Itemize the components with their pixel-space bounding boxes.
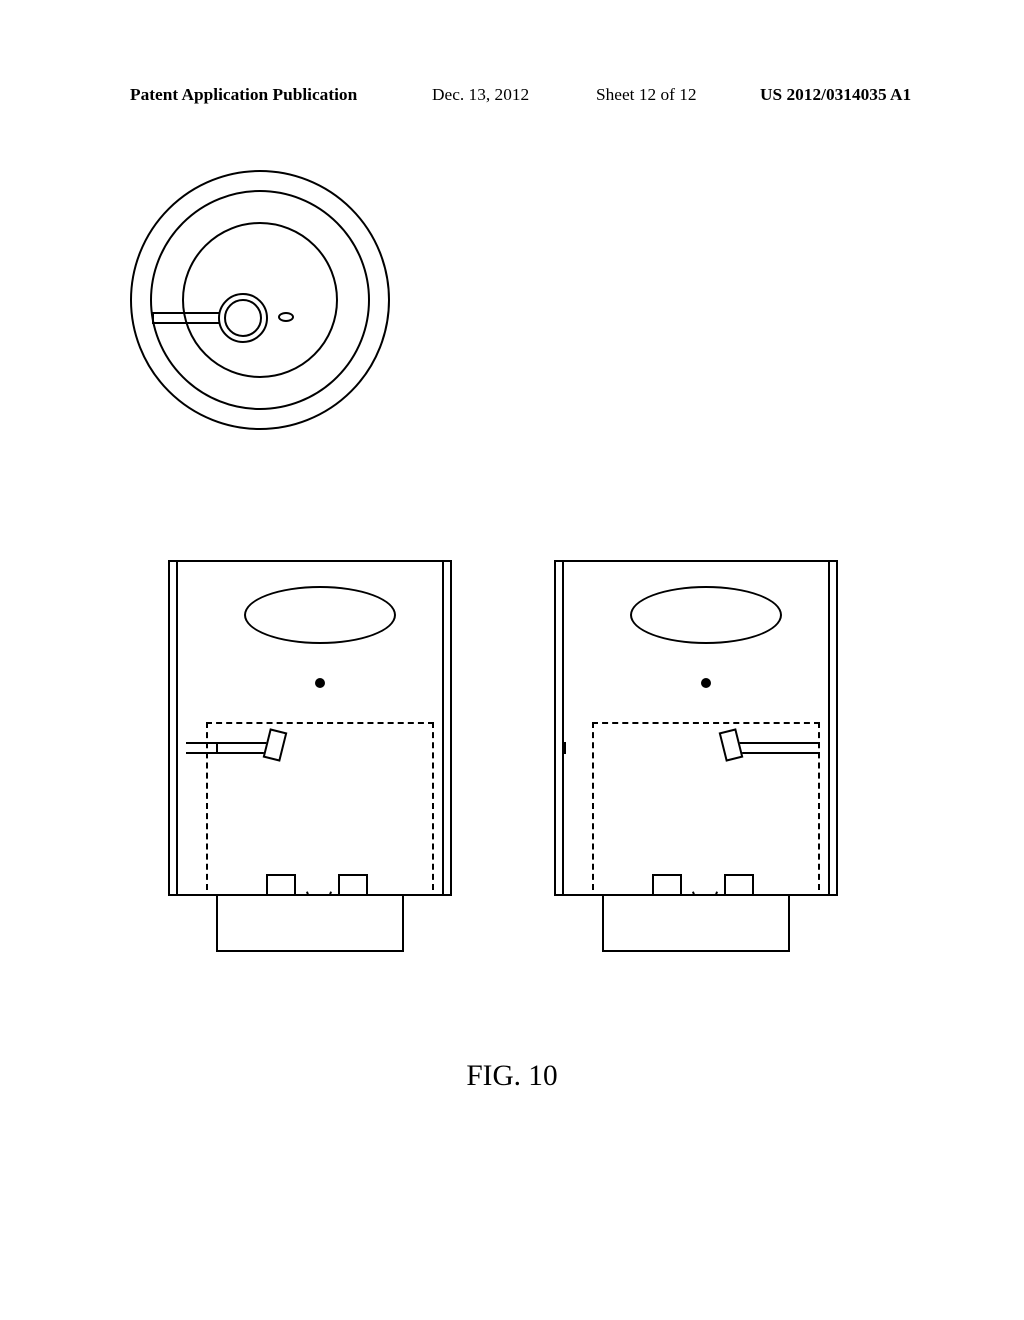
header-publication-type: Patent Application Publication	[130, 85, 357, 105]
lever-bar	[186, 742, 270, 744]
connector-block	[724, 874, 754, 896]
device-base	[216, 896, 404, 952]
stem-line	[154, 312, 220, 314]
stem-end	[152, 312, 154, 324]
side-rail	[830, 560, 838, 896]
lens-oval	[630, 586, 782, 644]
lens-oval	[244, 586, 396, 644]
connector-block	[652, 874, 682, 896]
lever-bar	[736, 752, 820, 754]
stem-line	[154, 322, 220, 324]
patent-page: Patent Application Publication Dec. 13, …	[0, 0, 1024, 1320]
lever-divider	[564, 742, 566, 754]
side-rail	[168, 560, 176, 896]
figure-caption: FIG. 10	[0, 1060, 1024, 1093]
center-dot	[315, 678, 325, 688]
center-dot	[701, 678, 711, 688]
device-base	[602, 896, 790, 952]
side-rail	[444, 560, 452, 896]
connector-block	[266, 874, 296, 896]
connector-block	[338, 874, 368, 896]
lever-bar	[186, 752, 270, 754]
lever-divider	[216, 742, 218, 754]
header-sheet: Sheet 12 of 12	[596, 85, 697, 105]
header-pub-number: US 2012/0314035 A1	[760, 85, 911, 105]
hidden-compartment	[592, 722, 820, 890]
device-front-view-left	[168, 560, 452, 952]
lever-bar	[736, 742, 820, 744]
top-view-diagram	[130, 170, 390, 430]
device-front-view-right	[554, 560, 838, 952]
device-body	[176, 560, 444, 896]
hidden-compartment	[206, 722, 434, 890]
side-rail	[554, 560, 562, 896]
knob-inner	[224, 299, 262, 337]
header-date: Dec. 13, 2012	[432, 85, 529, 105]
device-body	[562, 560, 830, 896]
center-mark	[278, 312, 294, 322]
